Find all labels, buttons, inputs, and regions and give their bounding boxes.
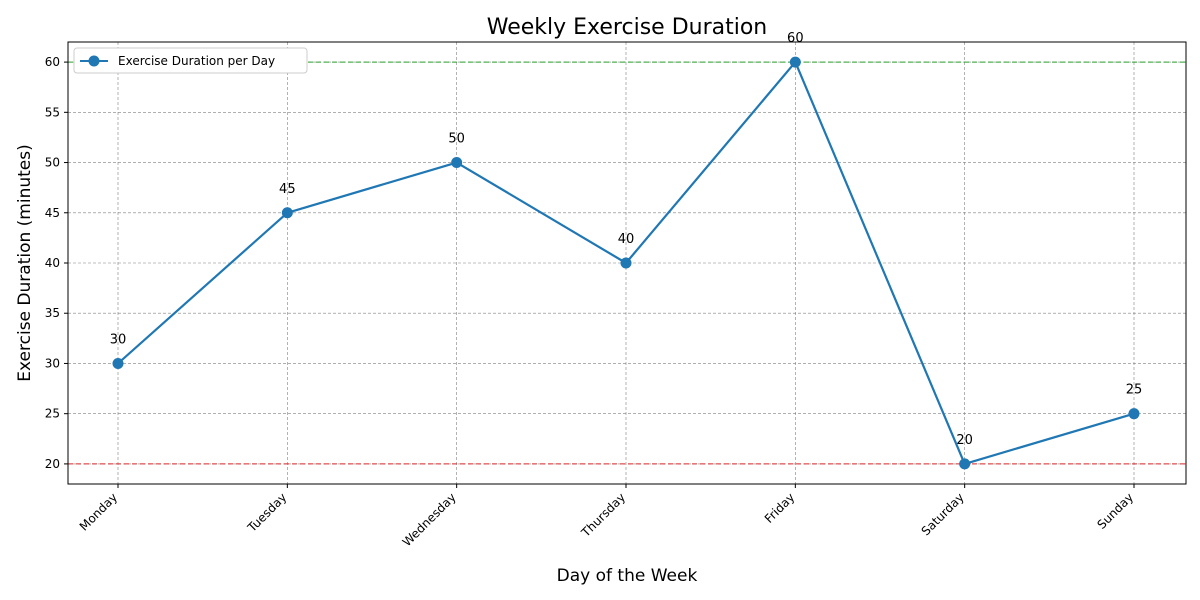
y-tick-label: 55 [45, 105, 60, 119]
data-label: 25 [1126, 383, 1143, 398]
chart-title: Weekly Exercise Duration [487, 15, 768, 40]
x-tick-label: Thursday [578, 490, 628, 540]
x-tick-label: Monday [77, 490, 120, 533]
data-label: 20 [956, 433, 973, 448]
y-tick-label: 45 [45, 206, 60, 220]
y-tick-label: 50 [45, 156, 60, 170]
data-label: 40 [618, 232, 635, 247]
legend-box [73, 47, 308, 74]
y-axis-ticks: 20 25 30 35 40 45 50 55 60 [45, 55, 68, 471]
x-tick-label: Tuesday [244, 490, 289, 535]
data-label: 30 [110, 332, 127, 347]
x-tick-label: Friday [762, 490, 798, 526]
data-labels: 30 45 50 40 60 20 25 [110, 31, 1143, 448]
x-tick-label: Wednesday [400, 490, 459, 549]
y-axis-label: Exercise Duration (minutes) [15, 144, 35, 381]
legend: Exercise Duration per Day [73, 47, 308, 74]
data-point [1128, 408, 1140, 420]
x-axis-label: Day of the Week [557, 566, 698, 586]
y-tick-label: 25 [45, 407, 60, 421]
data-label: 50 [448, 132, 465, 147]
y-tick-label: 60 [45, 55, 60, 69]
legend-label: Exercise Duration per Day [118, 54, 275, 68]
x-tick-label: Saturday [919, 490, 967, 538]
x-axis-ticks: Monday Tuesday Wednesday Thursday Friday Satu… [77, 484, 1136, 549]
data-point [451, 157, 463, 169]
data-point [281, 207, 293, 219]
y-tick-label: 30 [45, 356, 60, 370]
data-point [620, 257, 632, 269]
y-tick-label: 35 [45, 306, 60, 320]
data-label: 45 [279, 182, 296, 197]
data-point [789, 56, 801, 68]
data-point [112, 357, 124, 369]
data-point [959, 458, 971, 470]
x-tick-label: Sunday [1094, 490, 1136, 532]
y-tick-label: 40 [45, 256, 60, 270]
series [112, 56, 1140, 470]
legend-marker [88, 55, 100, 67]
y-tick-label: 20 [45, 457, 60, 471]
data-label: 60 [787, 31, 804, 46]
